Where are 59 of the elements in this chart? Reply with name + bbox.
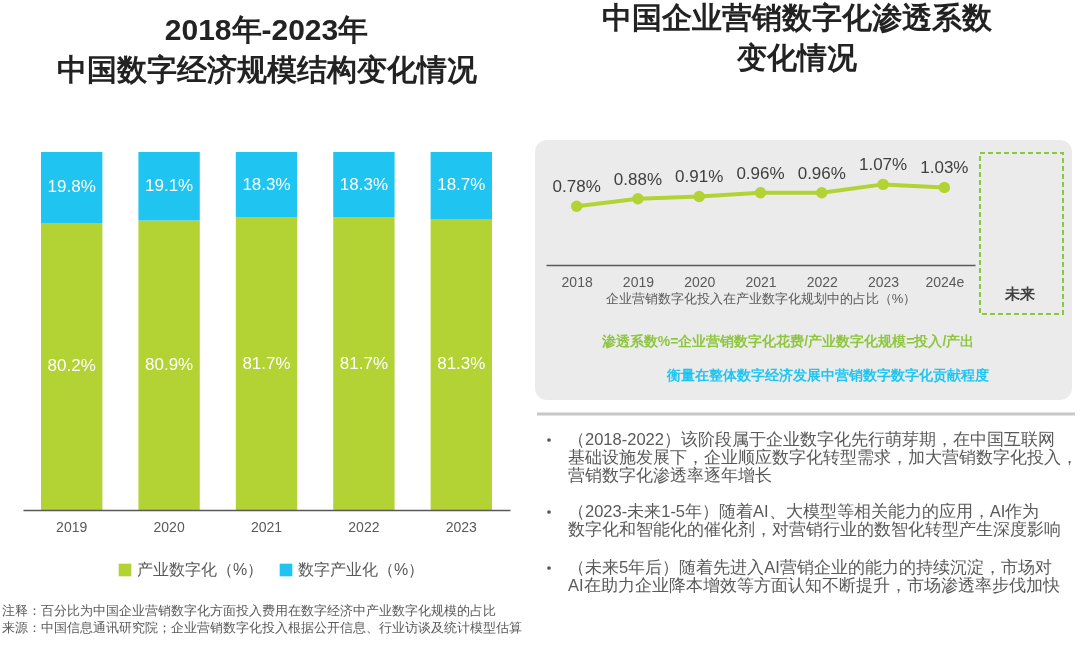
data-label: 19.8% (47, 177, 96, 197)
x-tick-label: 2023 (867, 273, 900, 290)
point (877, 178, 889, 191)
text: 衡量在整体数字经济发展中营销数字数字化贡献程度 (666, 367, 989, 383)
text: （2018-2022）该阶段属于企业数字化先行萌芽期，在中国互联网基础设施发展下，企业顺应数字化转型需求，加大营销数字化投入，营销数字化渗透率逐年增长 (568, 430, 1078, 484)
bar (430, 218, 492, 510)
data-label: 1.07% (858, 155, 908, 175)
bar (138, 220, 200, 510)
data-label: 80.9% (145, 355, 194, 375)
bar (138, 152, 200, 221)
data-label: 0.78% (552, 177, 601, 197)
point (754, 186, 767, 199)
text: （未来5年后）随着先进入AI营销企业的能力的持续沉淀，市场对AI在助力企业降本增效等方面认知不断提升，市场渗透率步伐加快 (568, 558, 1060, 594)
x-axis-title: 企业营销数字化投入在产业数字化规划中的占比（%） (605, 290, 917, 306)
data-label: 18.7% (437, 175, 486, 195)
x-tick-label: 2023 (445, 518, 478, 535)
bar (235, 217, 298, 510)
point (938, 181, 951, 194)
x-tick-label: 2022 (348, 518, 380, 535)
data-label: 81.7% (339, 353, 388, 373)
text: （2023-未来1-5年）随着AI、大模型等相关能力的应用，AI作为数字化和智能化的催化剂，对营销行业的数智化转型产生深度影响 (568, 502, 1061, 538)
x-tick-label: 2021 (745, 273, 777, 290)
legend-label: 数字产业化（%） (298, 561, 425, 578)
bar (235, 152, 298, 218)
bar (430, 152, 492, 219)
data-label: 18.3% (242, 174, 291, 194)
data-label: 0.96% (797, 163, 846, 183)
data-label: 0.91% (675, 167, 724, 187)
x-tick-label: 2021 (250, 518, 283, 535)
x-tick-label: 2019 (622, 273, 655, 290)
point (570, 200, 583, 212)
x-tick-label: 2022 (806, 273, 839, 290)
legend-label: 产业数字化（%） (137, 561, 264, 578)
bar (333, 152, 395, 218)
x-tick-label: 2020 (684, 273, 716, 290)
x-tick-label: 2018 (561, 273, 593, 290)
data-label: 19.1% (145, 176, 194, 196)
source-note: 来源：中国信息通讯研究院；企业营销数字化投入根据公开信息、行业访谈及统计模型估算 (2, 620, 522, 635)
bar (41, 152, 103, 223)
data-label: 1.03% (920, 158, 969, 178)
text: 注释：百分比为中国企业营销数字化方面投入费用在数字经济中产业数字化规模的占比 (2, 603, 496, 618)
data-label: 18.3% (339, 174, 388, 194)
bar (333, 217, 395, 510)
chart-title: 2018年-2023年中国数字经济规模结构变化情况 (56, 13, 478, 86)
chart-title: 中国企业营销数字化渗透系数变化情况 (601, 1, 993, 74)
text: 渗透系数%=企业营销数字化花费/产业数字化规模=投入/产出 (600, 333, 975, 349)
data-label: 81.3% (437, 354, 486, 374)
text: 未来 (1004, 285, 1035, 302)
bar (41, 222, 103, 510)
data-label: 81.7% (242, 353, 291, 373)
x-tick-label: 2019 (56, 518, 88, 535)
data-label: 0.88% (613, 169, 663, 189)
point (693, 190, 705, 203)
data-label: 0.96% (736, 163, 785, 183)
x-tick-label: 2024e (925, 273, 965, 290)
point (632, 193, 644, 205)
x-tick-label: 2020 (153, 518, 185, 535)
data-label: 80.2% (47, 356, 96, 376)
point (816, 186, 828, 199)
